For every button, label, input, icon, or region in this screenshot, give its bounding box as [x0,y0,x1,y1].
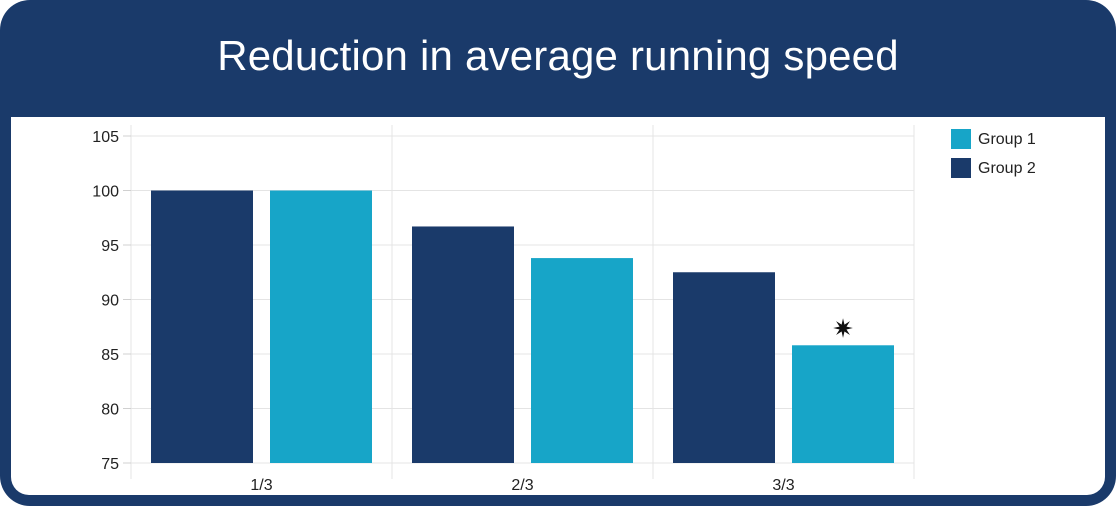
x-axis: 1/3 2/3 3/3 [250,477,794,494]
x-tick-label: 2/3 [511,477,533,494]
y-tick-label: 95 [101,238,119,255]
legend-label: Group 1 [978,131,1036,148]
y-tick-label: 100 [92,184,119,201]
bars [151,190,894,463]
legend: Group 1 Group 2 [951,129,1036,178]
bar-group-1-3 [792,345,894,463]
legend-swatch [951,129,971,149]
bar-group-2-1 [151,190,253,463]
legend-label: Group 2 [978,160,1036,177]
y-tick-label: 85 [101,347,119,364]
bar-group-1-1 [270,190,372,463]
significance-marker: ✷ [832,313,854,343]
bar-group-2-2 [412,226,514,463]
legend-swatch [951,158,971,178]
bar-group-1-2 [531,258,633,463]
x-tick-label: 1/3 [250,477,272,494]
grid-lines [130,125,915,479]
y-tick-label: 75 [101,456,119,473]
chart-title: Reduction in average running speed [217,32,899,79]
chart-panel: 75 80 85 90 95 100 105 1/3 2/3 3/3 ✷ Group 1 Grou… [11,117,1105,495]
annotations: ✷ [832,313,854,343]
y-tick-label: 105 [92,129,119,146]
y-axis: 75 80 85 90 95 100 105 [92,129,131,473]
x-tick-label: 3/3 [772,477,794,494]
bar-group-2-3 [673,272,775,463]
y-tick-label: 80 [101,402,119,419]
y-tick-label: 90 [101,293,119,310]
